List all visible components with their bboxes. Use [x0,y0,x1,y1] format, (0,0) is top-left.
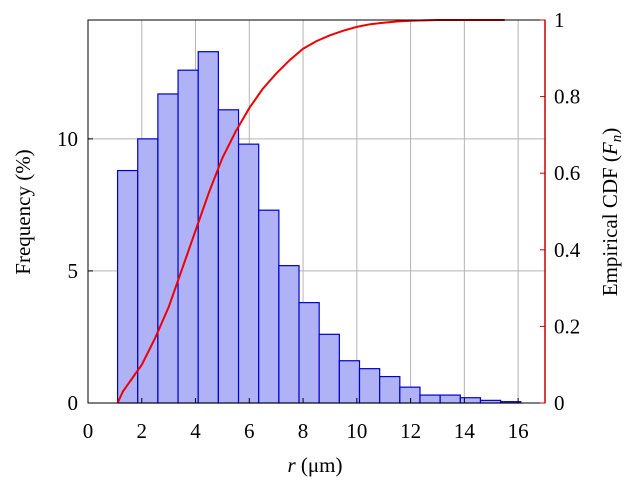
y2-tick-label-1: 0.2 [554,314,580,338]
y2-axis-title-prefix: Empirical CDF ( [598,155,622,296]
y-tick-label-1: 5 [68,259,79,283]
histogram-bar-6 [237,143,260,404]
x-tick-labels: 0 2 4 6 8 10 12 14 16 [83,419,529,443]
y2-axis-title-suffix: ) [598,128,622,135]
x-tick-label-7: 14 [454,419,476,443]
x-tick-label-2: 4 [190,419,201,443]
cdf-line [116,19,505,404]
y-axis-title: Frequency (%) [11,149,35,274]
x-tick-label-4: 8 [298,419,309,443]
y2-axis-title: Empirical CDF (Fn) [598,128,625,296]
x-tick-label-1: 2 [137,419,148,443]
histogram-bar-3 [177,69,199,404]
histogram-bar-11 [338,360,361,404]
histogram-bar-15 [419,394,441,404]
x-tick-label-5: 10 [346,419,367,443]
histogram-bar-14 [399,386,421,404]
y2-tick-label-0: 0 [554,391,565,415]
histogram-bar-9 [298,302,320,404]
y2-tick-labels: 0 0.2 0.4 0.6 0.8 1 [554,8,581,415]
y2-axis-title-subscript: n [609,135,625,143]
x-axis-title-symbol: r [287,453,296,477]
histogram-bar-13 [379,375,401,404]
histogram-bar-12 [358,368,381,404]
x-tick-label-6: 12 [400,419,421,443]
histogram-bar-0 [116,169,139,404]
histogram-bar-16 [439,394,461,404]
histogram-bar-17 [459,397,482,404]
y2-tick-label-2: 0.4 [554,238,581,262]
y-tick-labels: 0 5 10 [57,127,78,415]
x-tick-label-8: 16 [508,419,529,443]
histogram-bar-8 [278,265,300,404]
histogram-bar-7 [258,209,280,404]
y2-axis-title-symbol: F [598,142,622,156]
x-tick-label-0: 0 [83,419,94,443]
histogram-bar-1 [137,138,159,404]
y2-tick-label-5: 1 [554,8,565,32]
histogram-bar-4 [197,51,219,404]
x-axis-title: r (μm) [287,453,342,477]
histogram-bar-5 [217,109,240,404]
x-tick-label-3: 6 [244,419,255,443]
y-tick-label-0: 0 [68,391,79,415]
y2-tick-label-4: 0.8 [554,85,580,109]
x-axis-title-unit: (μm) [296,453,343,477]
y2-tick-label-3: 0.6 [554,161,580,185]
y-tick-label-2: 10 [57,127,78,151]
histogram-bar-10 [318,333,340,404]
histogram-bars [116,51,522,404]
histogram-bar-2 [157,93,179,404]
tick-marks [87,19,545,404]
